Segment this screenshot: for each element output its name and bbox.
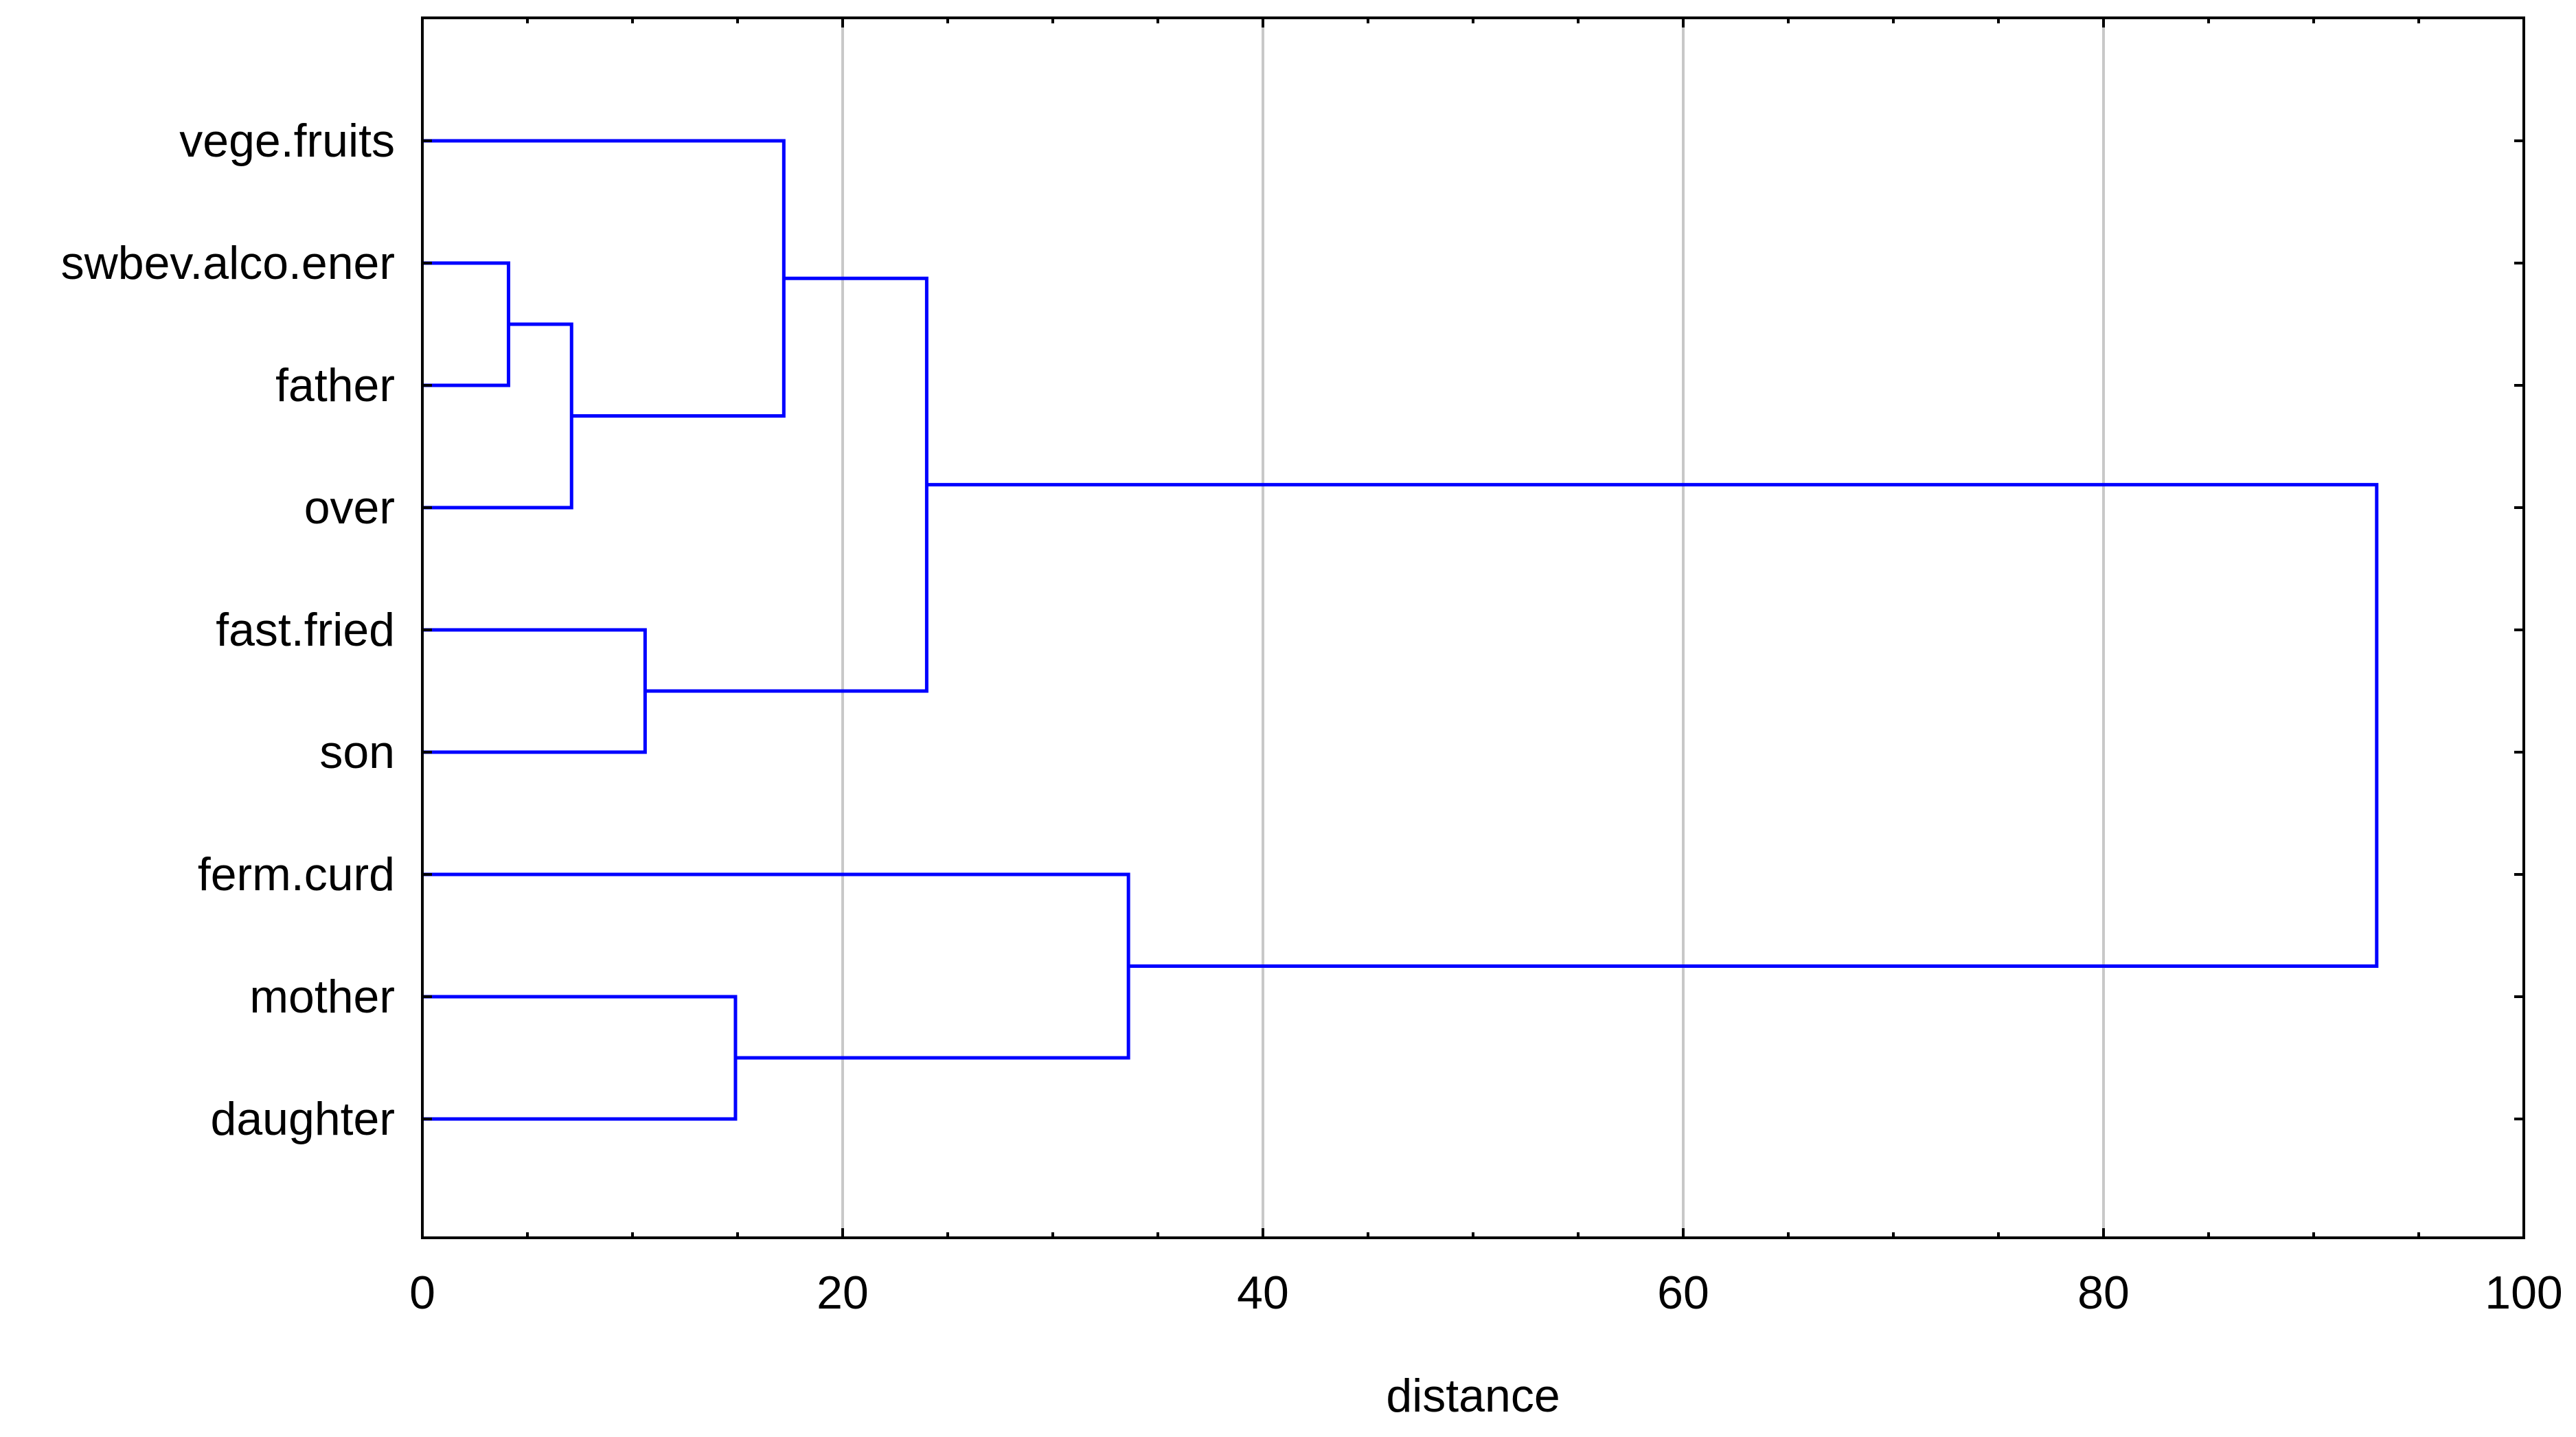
leaf-label: swbev.alco.ener — [61, 237, 395, 289]
link-c3 — [422, 628, 647, 754]
x-tick-label: 20 — [817, 1267, 869, 1319]
x-tick-label: 0 — [409, 1267, 435, 1319]
leaf-label: over — [304, 482, 395, 534]
x-tick-label: 40 — [1237, 1267, 1289, 1319]
link-c6 — [645, 276, 928, 693]
plot-frame — [421, 16, 2525, 1239]
axis-ticks — [421, 18, 2525, 1238]
x-tick-label: 60 — [1657, 1267, 1709, 1319]
link-c5 — [422, 139, 786, 418]
link-c8 — [926, 483, 2379, 968]
x-axis-title: distance — [1386, 1370, 1560, 1422]
leaf-label: daughter — [211, 1093, 395, 1145]
leaf-label: mother — [249, 971, 395, 1023]
link-c1 — [422, 261, 510, 387]
leaf-label: fast.fried — [216, 604, 395, 656]
grid-lines — [841, 18, 2105, 1238]
x-tick-labels: 0 20 40 60 80 100 — [409, 1267, 2563, 1319]
link-c7 — [422, 872, 1130, 1060]
leaf-label: ferm.curd — [198, 848, 395, 901]
link-c4 — [422, 995, 738, 1121]
link-c2 — [422, 322, 573, 510]
dendrogram-links — [422, 139, 2379, 1121]
leaf-label: vege.fruits — [179, 115, 395, 167]
x-tick-label: 80 — [2077, 1267, 2130, 1319]
x-tick-label: 100 — [2485, 1267, 2562, 1319]
leaf-label: father — [275, 359, 395, 411]
leaf-labels: vege.fruits swbev.alco.ener father over fast… — [61, 115, 395, 1145]
leaf-label: son — [319, 726, 395, 778]
